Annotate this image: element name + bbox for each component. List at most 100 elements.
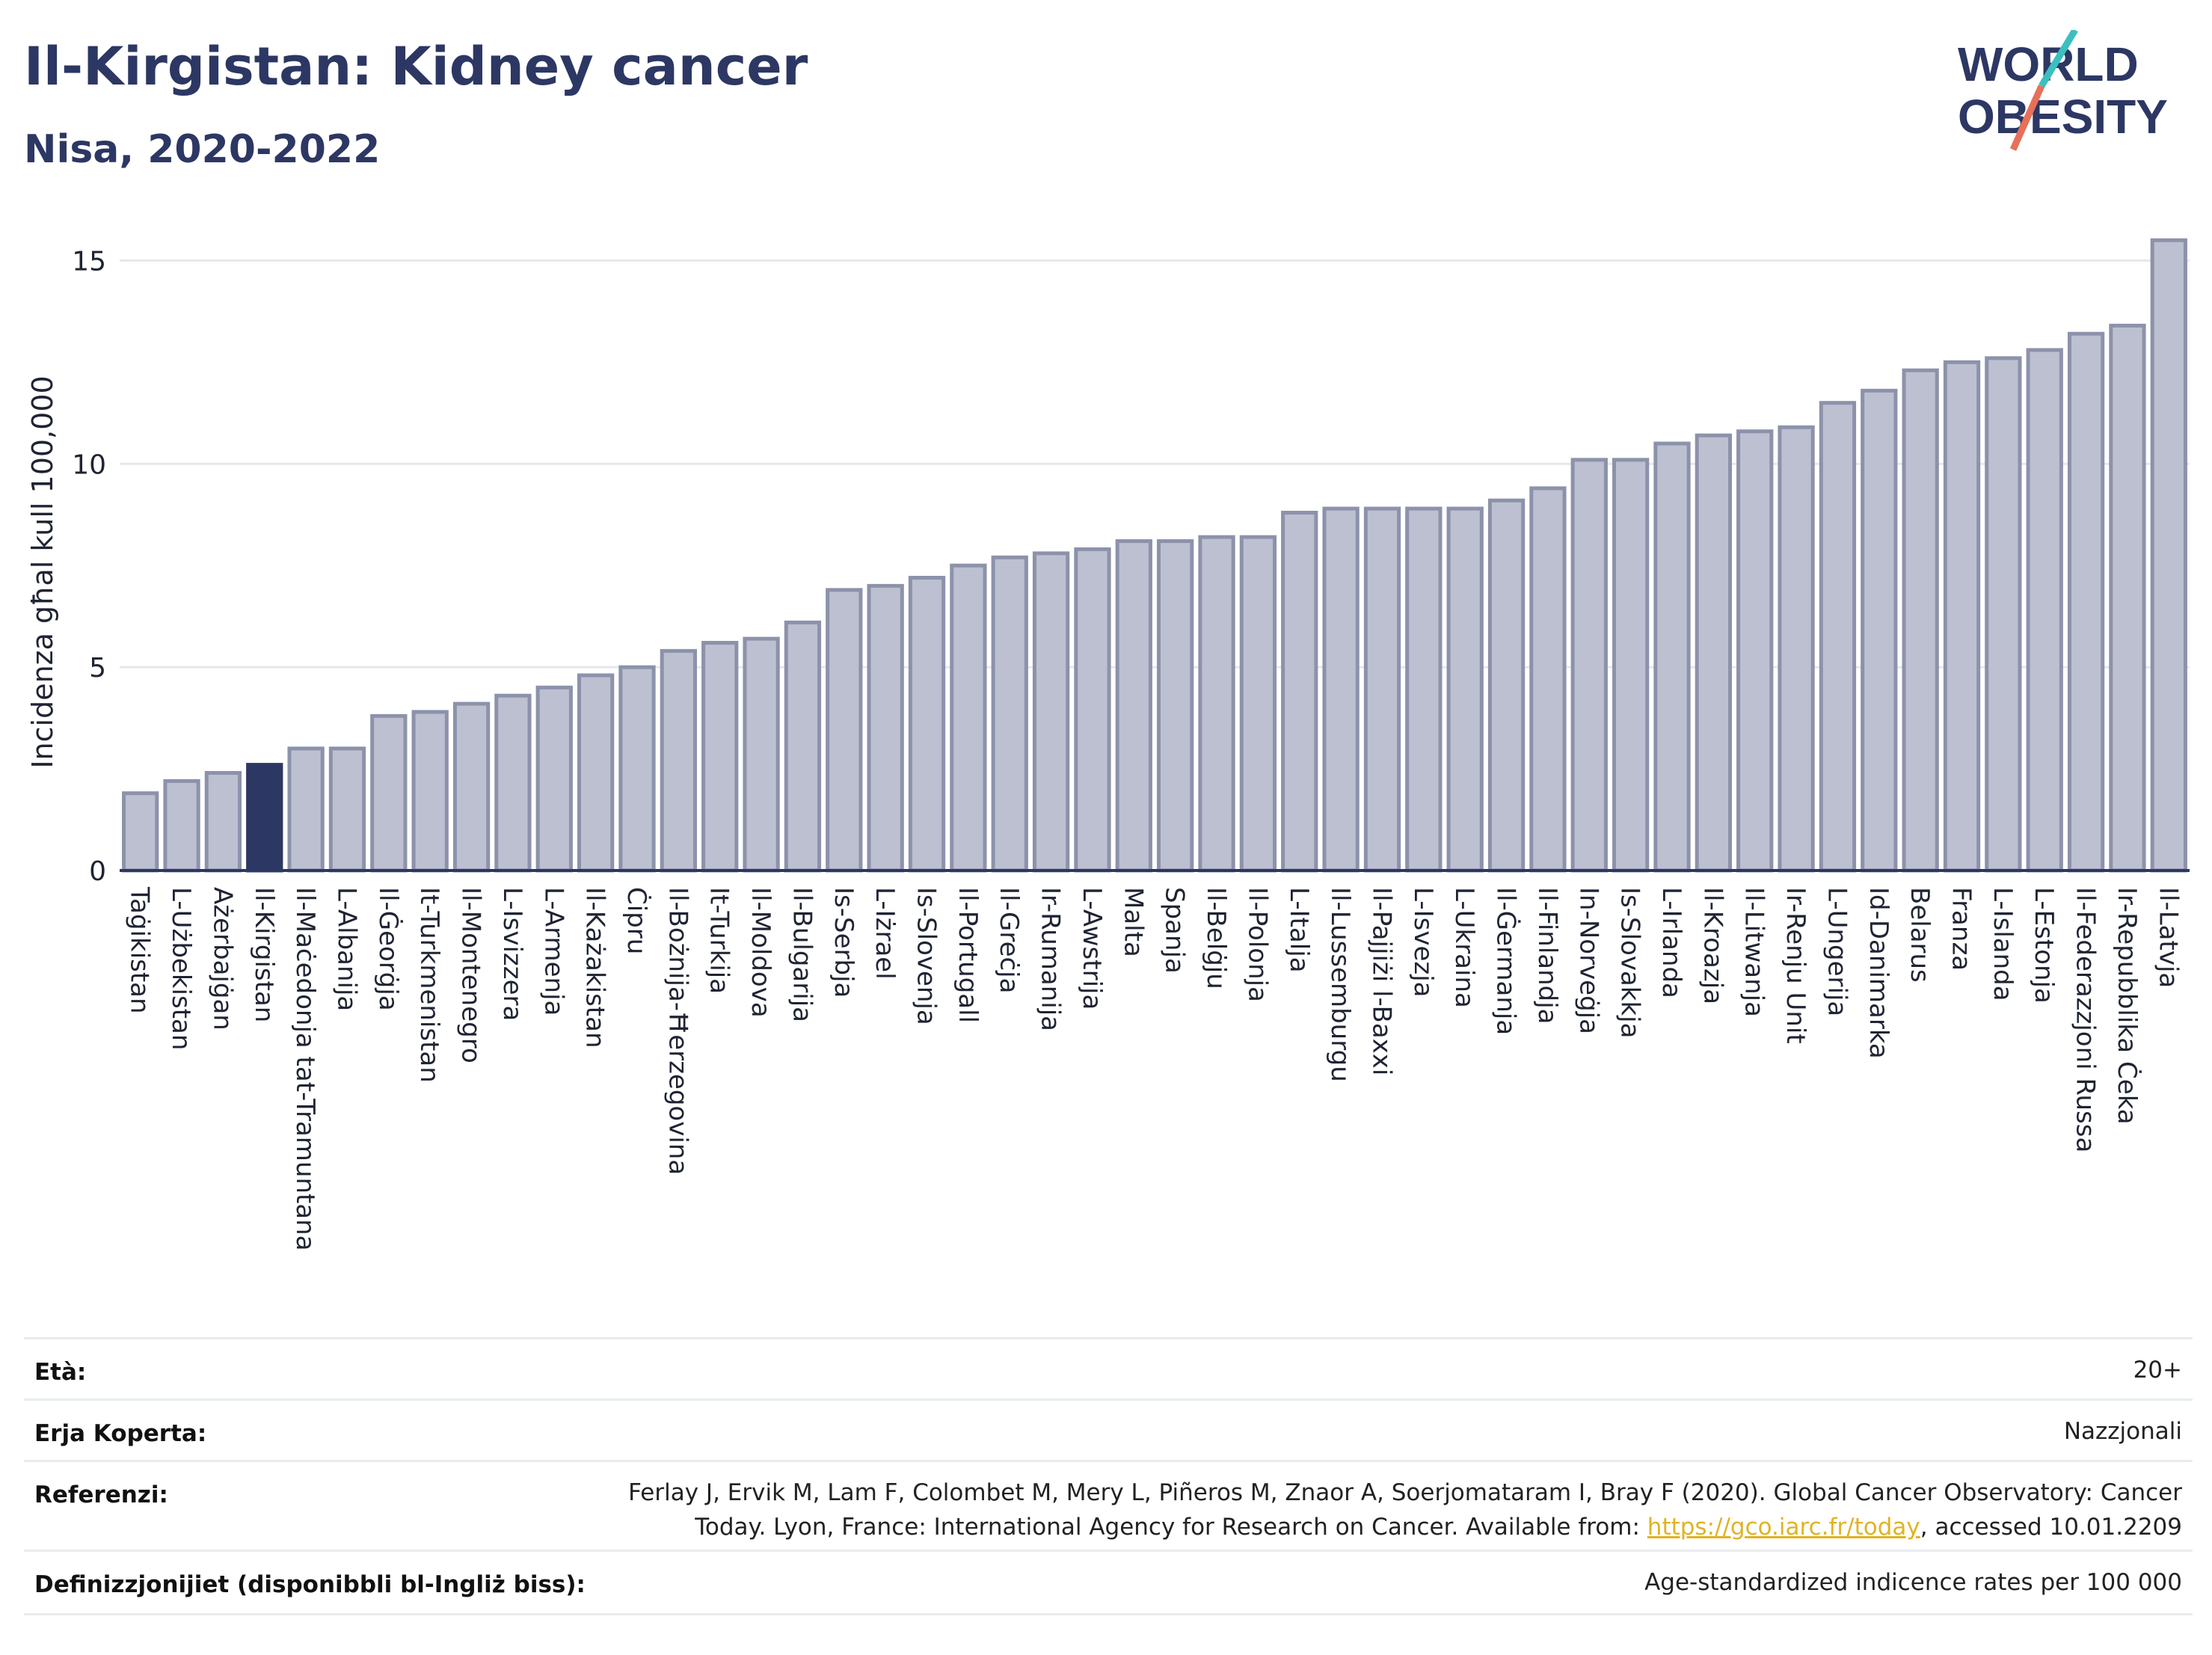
logo-slash-top (2039, 30, 2078, 88)
x-tick-label: L-Iżrael (870, 887, 900, 980)
x-tick-label: Ir-Repubblika Ċeka (2112, 887, 2142, 1125)
bar[interactable] (1363, 506, 1401, 873)
y-tick-label: 10 (72, 449, 106, 480)
bar[interactable] (1157, 539, 1194, 873)
x-tick-label: Il-Bożnija-Ħerzegovina (663, 887, 692, 1175)
bar[interactable] (1943, 360, 1981, 873)
bar[interactable] (784, 620, 822, 873)
x-tick-label: Il-Ġermanja (1491, 887, 1522, 1035)
bar[interactable] (494, 693, 532, 873)
bar[interactable] (287, 746, 325, 873)
bar[interactable] (1074, 547, 1111, 873)
bar[interactable] (535, 685, 573, 873)
bar[interactable] (1198, 535, 1235, 873)
y-tick-label: 15 (72, 246, 106, 277)
bar[interactable] (163, 779, 200, 873)
x-tick-label: Il-Greċja (994, 887, 1024, 993)
bar[interactable] (660, 648, 698, 873)
bar[interactable] (452, 701, 491, 873)
x-tick-label: L-Ukraina (1449, 887, 1479, 1008)
x-tick-label: Il-Latvja (2153, 887, 2183, 988)
bar[interactable] (701, 641, 739, 873)
x-tick-label: L-Ungerija (1822, 887, 1852, 1016)
x-tick-label: Il-Litwanja (1739, 887, 1769, 1017)
bar[interactable] (246, 763, 283, 873)
x-tick-label: Il-Kirgistan (249, 887, 279, 1022)
coverage-value: Nazzjonali (2063, 1418, 2182, 1445)
x-tick-label: Il-Polonja (1242, 887, 1272, 1002)
x-tick-label: Is-Slovenja (912, 887, 941, 1025)
x-tick-label: Il-Lussemburgu (1325, 887, 1355, 1082)
x-tick-label: Ażerbajġan (207, 887, 237, 1031)
bar[interactable] (1032, 551, 1070, 873)
definition-value: Age-standardized indicence rates per 100… (1644, 1569, 2182, 1596)
bar[interactable] (1695, 433, 1733, 873)
y-axis-label: Incidenza għal kull 100,000 (26, 375, 59, 768)
x-tick-label: Malta (1118, 887, 1148, 957)
x-tick-label: It-Turkmenistan (414, 887, 444, 1083)
coverage-label: Erja Koperta: (34, 1420, 207, 1447)
bar[interactable] (1405, 506, 1443, 873)
x-tick-label: Ir-Rumanija (1036, 887, 1066, 1031)
x-tick-label: L-Irlanda (1656, 887, 1686, 998)
meta-row-definition: Definizzjonijiet (disponibbli bl-Ingliż … (24, 1550, 2193, 1615)
x-tick-label: Ir-Renju Unit (1781, 887, 1810, 1044)
meta-row-reference: Referenzi: Ferlay J, Ervik M, Lam F, Col… (24, 1460, 2193, 1552)
x-tick-label: L-Italja (1284, 887, 1314, 973)
reference-line2: Today. Lyon, France: International Agenc… (387, 1510, 2182, 1544)
bar[interactable] (411, 710, 449, 873)
bar[interactable] (1446, 506, 1484, 873)
bar[interactable] (618, 665, 656, 873)
bar[interactable] (991, 555, 1028, 873)
x-tick-label: Il-Montenegro (456, 887, 486, 1063)
bar[interactable] (950, 563, 987, 873)
bar[interactable] (1529, 486, 1567, 873)
bar[interactable] (122, 791, 159, 873)
logo-line2: OBESITY (1958, 90, 2168, 144)
bar[interactable] (1985, 356, 2022, 873)
x-tick-label: Il-Moldova (746, 887, 775, 1018)
x-tick-label: L-Isvezja (1408, 887, 1438, 998)
y-tick-label: 0 (89, 856, 106, 887)
bar[interactable] (1322, 506, 1360, 873)
bar[interactable] (1570, 458, 1608, 873)
bar[interactable] (826, 588, 863, 873)
logo-slash-bottom (2009, 85, 2045, 151)
x-tick-label: Il-Każakistan (580, 887, 610, 1048)
bar[interactable] (328, 746, 366, 873)
bar[interactable] (1487, 498, 1526, 873)
page-title: Il-Kirgistan: Kidney cancer (24, 36, 808, 97)
x-tick-label: Il-Pajjiżi l-Baxxi (1366, 887, 1396, 1075)
bar[interactable] (1281, 511, 1318, 873)
x-tick-label: In-Norveġja (1573, 887, 1603, 1034)
x-tick-label: Il-Kroazja (1698, 887, 1727, 1004)
reference-line1: Ferlay J, Ervik M, Lam F, Colombet M, Me… (628, 1479, 2182, 1506)
x-tick-label: Il-Federazzjoni Russa (2071, 887, 2101, 1152)
x-tick-label: L-Estonja (2029, 887, 2059, 1004)
x-tick-label: L-Użbekistan (166, 887, 196, 1050)
x-tick-label: Is-Serbja (829, 887, 858, 998)
bar[interactable] (1653, 441, 1691, 873)
bar[interactable] (1612, 458, 1650, 873)
bar[interactable] (204, 771, 242, 873)
bar[interactable] (2026, 348, 2063, 873)
bar[interactable] (370, 713, 408, 873)
x-tick-label: L-Islanda (1988, 887, 2018, 1001)
bar[interactable] (2150, 238, 2187, 873)
bar[interactable] (2109, 323, 2146, 873)
bar[interactable] (2067, 331, 2105, 873)
bar[interactable] (1736, 429, 1774, 873)
bar[interactable] (1902, 368, 1939, 873)
bar[interactable] (1778, 425, 1815, 873)
reference-link[interactable]: https://gco.iarc.fr/today (1647, 1514, 1920, 1541)
meta-row-coverage: Erja Koperta: Nazzjonali (24, 1398, 2193, 1462)
bar[interactable] (1115, 539, 1152, 873)
bar[interactable] (743, 636, 780, 873)
bar[interactable] (1819, 401, 1857, 873)
bar[interactable] (1239, 535, 1277, 873)
bar[interactable] (908, 576, 946, 873)
bar[interactable] (1861, 388, 1898, 873)
x-tick-label: L-Awstrija (1077, 887, 1107, 1010)
bar[interactable] (867, 583, 904, 873)
bar[interactable] (577, 673, 615, 873)
